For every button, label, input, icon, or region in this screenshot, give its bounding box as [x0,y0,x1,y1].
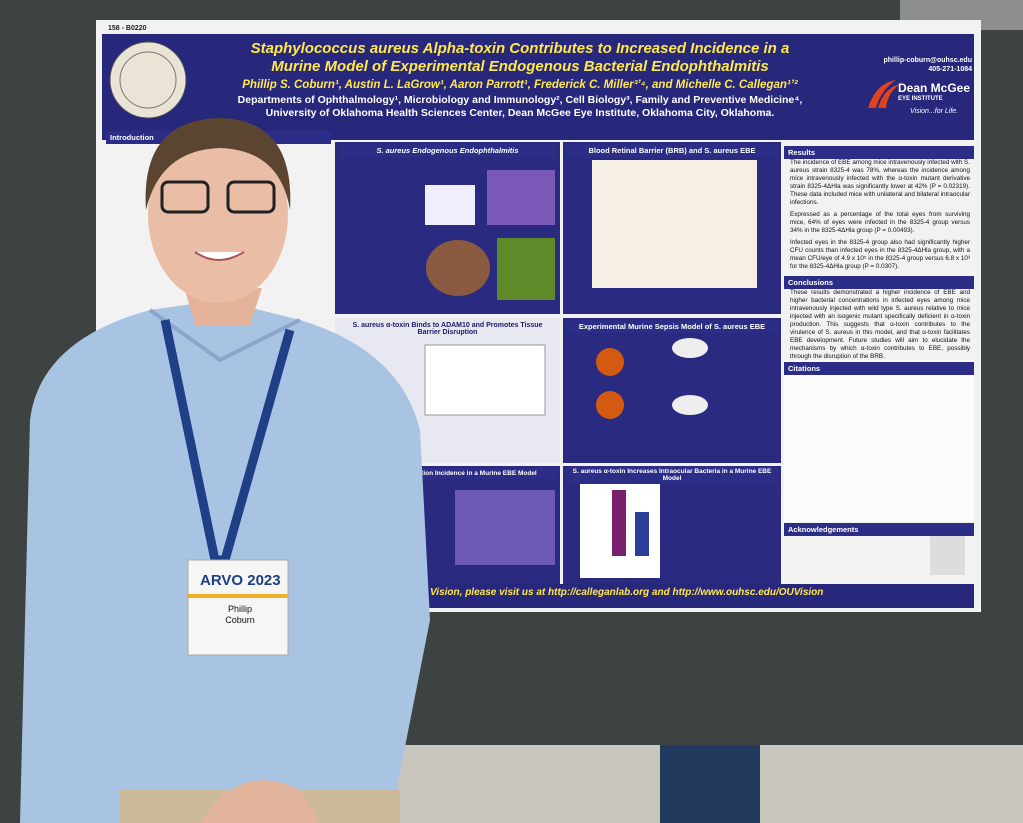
figure [424,344,546,416]
paragraph: Infected eyes in the 8325-4 group also h… [790,239,970,270]
badge-event: ARVO 2023 [200,572,281,589]
background-person-legs [660,745,760,823]
panel [563,318,781,463]
section-heading: S. aureus Endogenous Endophthalmitis [340,144,555,157]
sponsor-logo [930,535,965,575]
hair [145,118,291,210]
conclusions-text: These results demonstrated a higher inci… [790,289,970,360]
figure [672,395,708,415]
paragraph: The incidence of EBE among mice intraven… [790,159,970,206]
glasses [160,180,210,214]
poster-id: 158 - B0220 [108,25,147,32]
figure [596,391,624,419]
badge-first-name: Phillip [227,604,252,614]
logo-name: Dean McGee [898,81,971,95]
figure [672,338,708,358]
authors: Phillip S. Coburn¹, Austin L. LaGrow¹, A… [242,79,798,91]
hands [200,780,320,823]
section-heading: Infection Incidence in a Murine EBE Mode… [402,468,558,479]
section-heading: Blood Retinal Barrier (BRB) and S. aureu… [566,144,778,157]
results-heading: Results [784,146,974,159]
figure [425,185,475,225]
affiliation-line: University of Oklahoma Health Sciences C… [265,107,775,119]
smile [194,251,245,261]
badge-name: Phillip Coburn [200,604,280,626]
affiliations: Departments of Ophthalmology¹, Microbiol… [200,94,840,120]
text-box [665,470,778,580]
institute-logo: Dean McGee EYE INSTITUTE [898,81,971,105]
glasses [226,180,276,214]
figure-bar [612,490,626,556]
figure-bar [635,512,649,556]
figure [592,160,757,288]
badge-stripe [188,594,288,598]
section-heading: S. aureus α-toxin Binds to ADAM10 and Pr… [352,322,543,336]
conclusions-heading: Conclusions [784,276,974,289]
table-figure [455,490,555,565]
badge-last-name: Coburn [225,615,255,625]
figure [596,348,624,376]
section-heading: Experimental Murine Sepsis Model of S. a… [566,320,778,333]
poster-title: Staphylococcus aureus Alpha-toxin Contri… [200,40,840,76]
affiliation-line: Departments of Ophthalmology¹, Microbiol… [237,94,803,106]
citations-heading: Citations [784,362,974,375]
citations-area [784,360,974,522]
university-seal-ring [119,51,177,109]
email: phillip-coburn@ouhsc.edu [883,57,973,64]
paragraph: Expressed as a percentage of the total e… [790,211,970,234]
title-line: Murine Model of Experimental Endogenous … [271,58,769,75]
logo-subname: EYE INSTITUTE [898,96,943,102]
results-text: The incidence of EBE among mice intraven… [790,159,970,275]
badge [187,559,289,656]
poster-footer-text: Vision, please visit us at http://calleg… [430,587,824,598]
contact: phillip-coburn@ouhsc.edu 405-271-1084 [860,56,973,74]
figure [487,170,555,225]
collar [148,308,301,363]
acknowledgements-heading: Acknowledgements [784,523,974,536]
section-heading: S. aureus α-toxin Increases Intraocular … [566,466,778,484]
tagline: Vision...for Life. [910,108,959,115]
institute-logo-mark [868,80,900,108]
figure [497,238,555,300]
face [148,127,288,303]
university-seal [109,41,187,119]
figure [426,240,490,296]
poster-header [102,34,974,140]
phone: 405-271-1084 [928,66,972,73]
title-line: Staphylococcus aureus Alpha-toxin Contri… [250,40,790,57]
